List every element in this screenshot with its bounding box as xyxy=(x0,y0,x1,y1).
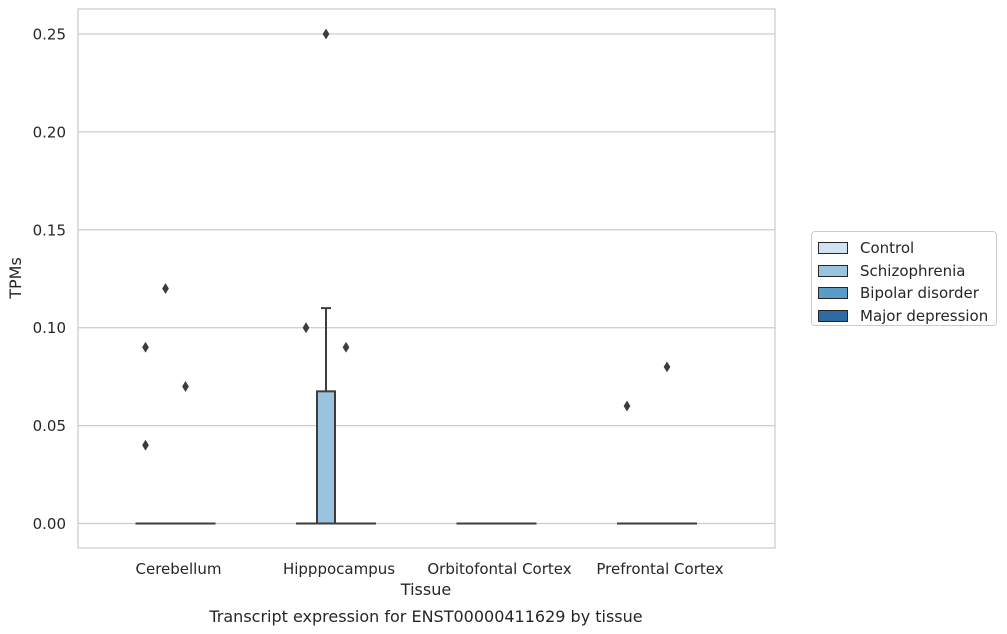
box-schizophrenia xyxy=(155,283,176,525)
box-control xyxy=(135,341,156,525)
outlier-point xyxy=(302,322,310,334)
box-control xyxy=(617,400,637,525)
outlier-point xyxy=(663,361,671,373)
y-axis-ticks: 0.00 0.05 0.10 0.15 0.20 0.25 xyxy=(33,26,66,534)
y-tick-label: 0.10 xyxy=(33,319,66,337)
legend: Control Schizophrenia Bipolar disorder Majo… xyxy=(811,231,997,326)
x-axis-ticks: Cerebellum Hipppocampus Orbitofontal Corte… xyxy=(136,560,724,578)
outlier-point xyxy=(142,439,149,451)
legend-swatch xyxy=(818,242,848,255)
outlier-point xyxy=(182,381,189,392)
y-tick-label: 0.05 xyxy=(33,417,66,435)
legend-item: Bipolar disorder xyxy=(818,282,996,305)
legend-item: Control xyxy=(818,237,996,260)
x-tick-label: Hipppocampus xyxy=(283,560,395,578)
y-tick-label: 0.00 xyxy=(33,515,66,533)
y-tick-label: 0.25 xyxy=(33,26,66,44)
legend-label: Control xyxy=(860,239,915,258)
x-axis-label: Tissue xyxy=(400,580,451,599)
legend-swatch xyxy=(818,287,848,300)
y-axis-label: TPMs xyxy=(6,257,25,300)
y-tick-label: 0.20 xyxy=(33,123,66,141)
box-schizophrenia xyxy=(316,28,336,525)
box-bipolar-disorder xyxy=(336,341,356,525)
legend-swatch xyxy=(818,264,848,277)
box-bipolar-disorder xyxy=(657,361,677,525)
box-body xyxy=(316,390,336,525)
x-tick-label: Prefrontal Cortex xyxy=(596,560,723,578)
plot-area xyxy=(77,8,776,549)
box-bipolar-disorder xyxy=(175,381,196,525)
legend-item: Major depression xyxy=(818,305,996,328)
outlier-point xyxy=(342,341,350,353)
x-tick-label: Cerebellum xyxy=(136,560,222,578)
outlier-point xyxy=(162,283,169,294)
box-series-group xyxy=(135,28,697,525)
y-tick-label: 0.15 xyxy=(33,221,66,239)
legend-label: Schizophrenia xyxy=(860,261,966,280)
outlier-point xyxy=(623,400,631,412)
legend-item: Schizophrenia xyxy=(818,260,996,283)
legend-label: Bipolar disorder xyxy=(860,284,979,303)
outlier-point xyxy=(322,28,330,40)
box-control xyxy=(296,322,316,525)
legend-label: Major depression xyxy=(860,306,989,325)
outlier-point xyxy=(142,341,149,353)
chart-title: Transcript expression for ENST0000041162… xyxy=(208,607,642,626)
x-tick-label: Orbitofontal Cortex xyxy=(427,560,571,578)
legend-swatch xyxy=(818,309,848,322)
